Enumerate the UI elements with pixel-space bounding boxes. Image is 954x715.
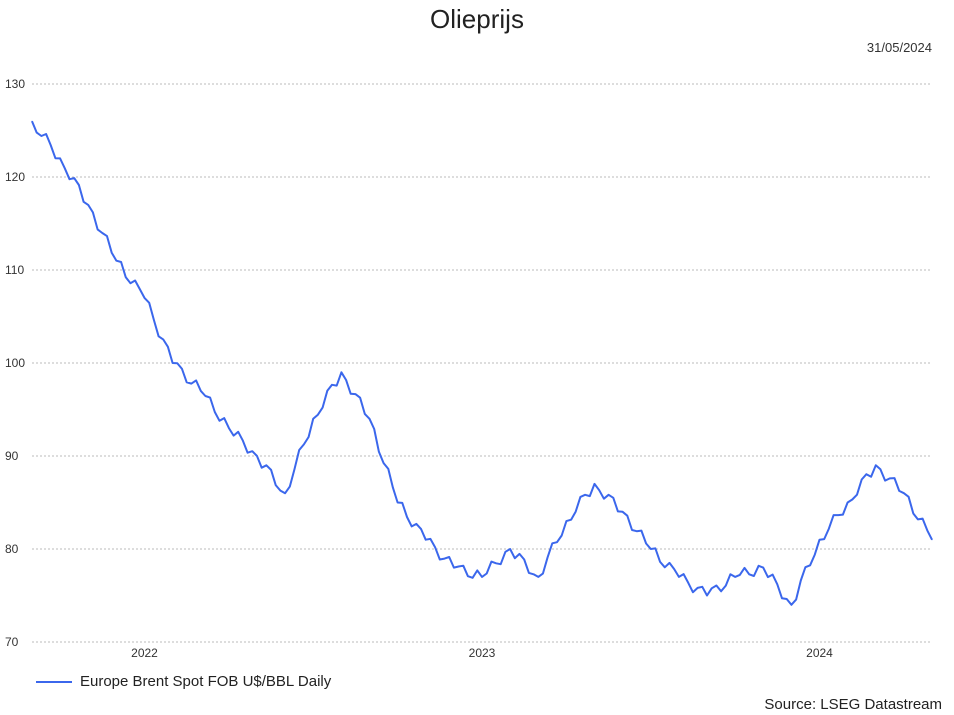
y-tick-label: 110: [5, 263, 24, 277]
y-tick-label: 130: [5, 77, 25, 91]
data-point: [537, 576, 539, 578]
data-point: [762, 567, 764, 569]
data-point: [565, 520, 567, 522]
data-point: [481, 576, 483, 578]
grid-lines: [32, 83, 932, 643]
data-point: [678, 576, 680, 578]
data-point: [931, 539, 933, 541]
data-point: [790, 604, 792, 606]
y-tick-label: 90: [5, 449, 19, 463]
data-point: [144, 297, 145, 299]
data-point: [228, 427, 230, 429]
data-point: [622, 511, 624, 513]
data-point: [875, 464, 877, 466]
legend-label: Europe Brent Spot FOB U$/BBL Daily: [80, 673, 332, 690]
legend: Europe Brent Spot FOB U$/BBL Daily: [36, 673, 331, 690]
data-point: [847, 502, 849, 503]
data-point: [340, 371, 342, 373]
data-point: [87, 204, 89, 206]
y-axis-ticks: 70 80 90 100 110 120 130: [5, 77, 25, 649]
x-tick-label: 2023: [469, 646, 496, 660]
data-point: [706, 595, 708, 596]
y-tick-label: 100: [5, 356, 25, 370]
x-tick-label: 2022: [131, 646, 158, 660]
source-note: Source: LSEG Datastream: [764, 696, 942, 713]
data-point: [819, 539, 820, 541]
y-tick-label: 80: [5, 542, 19, 556]
data-point: [397, 502, 399, 503]
y-tick-label: 120: [5, 170, 25, 184]
data-point: [425, 539, 427, 541]
data-point: [31, 120, 33, 122]
data-point: [734, 576, 736, 578]
data-point: [59, 157, 61, 159]
data-point: [650, 548, 652, 550]
data-point: [284, 492, 286, 494]
x-axis-ticks: 2022 2023 2024: [131, 646, 833, 660]
series-group: [31, 120, 933, 606]
data-point: [172, 362, 174, 364]
data-point: [115, 260, 117, 262]
chart-title: Olieprijs: [430, 4, 524, 34]
data-point: [509, 548, 511, 550]
y-tick-label: 70: [5, 635, 19, 649]
chart-date: 31/05/2024: [866, 40, 932, 55]
data-point: [312, 418, 314, 420]
x-tick-label: 2024: [806, 646, 833, 660]
data-point: [256, 455, 258, 457]
data-point: [453, 567, 455, 569]
data-point: [594, 483, 595, 485]
data-point: [200, 390, 202, 392]
data-point: [903, 492, 905, 494]
legend-swatch: [36, 680, 72, 683]
data-point: [369, 418, 370, 420]
